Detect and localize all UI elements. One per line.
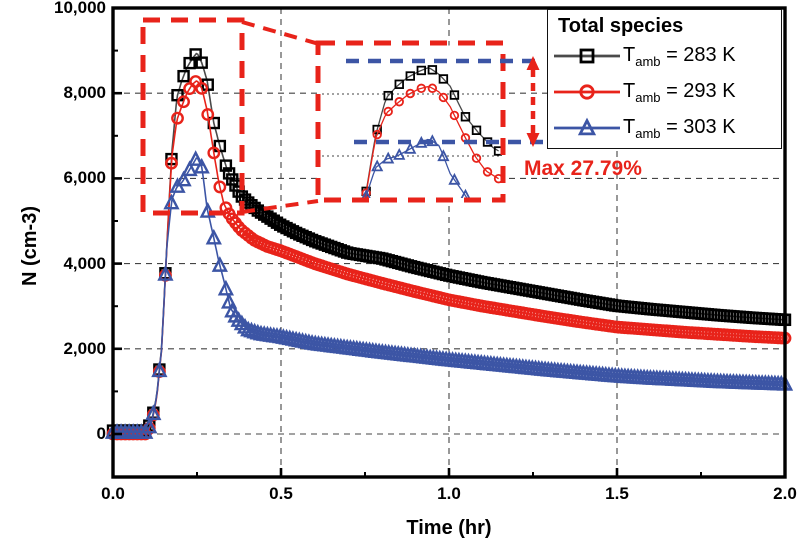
legend-title: Total species (558, 15, 684, 37)
x-tick-label-2.0: 2.0 (773, 484, 797, 503)
legend-marker-triangle-icon (554, 117, 620, 136)
legend-marker-circle-icon (554, 84, 620, 100)
legend-label: Tamb = 293 K (623, 79, 736, 105)
x-tick-label-1.5: 1.5 (605, 484, 629, 503)
max-difference-annotation: Max 27.79% (524, 157, 642, 180)
inset-background (320, 45, 501, 198)
series-layer (104, 48, 794, 441)
zoom-connector-bottom (241, 199, 319, 214)
y-tick-label-4000: 4,000 (63, 253, 106, 273)
y-axis-title: N (cm-3) (19, 206, 41, 287)
y-tick-label-8000: 8,000 (63, 83, 106, 103)
legend-rows: Tamb = 283 K Tamb = 293 K Tamb = 303 K (548, 38, 781, 146)
legend-label: Tamb = 283 K (623, 43, 736, 69)
inset-frame-rect (315, 40, 506, 203)
x-tick-label-0.0: 0.0 (101, 484, 125, 503)
legend-item-amb-283: Tamb = 283 K (548, 38, 781, 74)
legend-marker-square-icon (554, 48, 620, 64)
plot-frame (111, 6, 787, 479)
legend-item-amb-293: Tamb = 293 K (548, 74, 781, 110)
legend-box: Total species Tamb = 283 K Tamb = 293 K Ta… (547, 9, 782, 149)
difference-arrow (526, 55, 540, 147)
x-axis-title: Time (hr) (406, 517, 492, 539)
y-tick-label-0: 0 (96, 424, 106, 443)
series-markers (104, 150, 794, 439)
y-tick-label-10000: 10,000 (54, 0, 106, 17)
series-amb-303 (104, 150, 794, 439)
zoom-connector-top (241, 20, 320, 46)
legend-label: Tamb = 303 K (623, 115, 736, 141)
x-tick-label-1.0: 1.0 (437, 484, 461, 503)
y-tick-label-2000: 2,000 (63, 338, 106, 358)
zoom-region-rect (140, 17, 245, 216)
legend-item-amb-303: Tamb = 303 K (548, 110, 781, 146)
inset-series-amb-303 (361, 134, 471, 198)
y-tick-label-6000: 6,000 (63, 168, 106, 188)
series-markers (106, 75, 792, 441)
inset-series-layer (361, 65, 502, 198)
series-amb-293 (106, 75, 792, 441)
x-tick-label-0.5: 0.5 (269, 484, 293, 503)
inset-series-amb-293 (361, 83, 502, 198)
